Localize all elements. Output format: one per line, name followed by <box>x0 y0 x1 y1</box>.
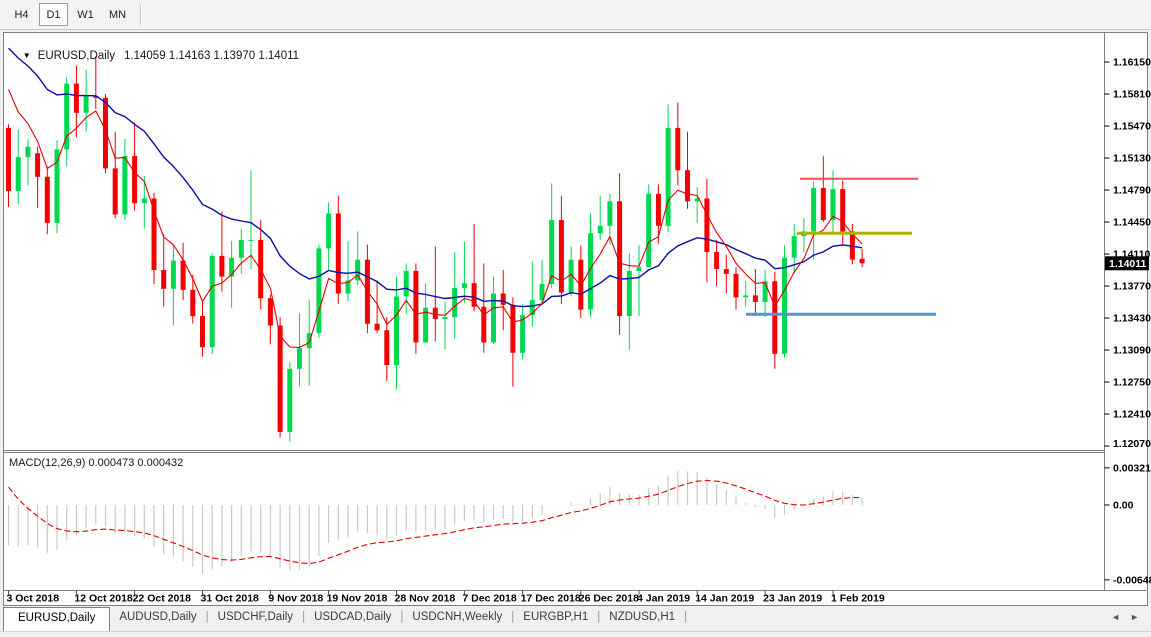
svg-text:28 Nov 2018: 28 Nov 2018 <box>395 593 456 605</box>
timeframe-toolbar: H4 D1 W1 MN <box>0 0 1151 30</box>
svg-text:1.14790: 1.14790 <box>1113 185 1151 197</box>
svg-text:31 Oct 2018: 31 Oct 2018 <box>201 593 260 605</box>
macd-axis[interactable]: 0.003216 0.00 -0.006485 <box>1104 462 1151 586</box>
svg-text:-0.006485: -0.006485 <box>1113 574 1151 586</box>
toolbar-separator <box>140 4 142 25</box>
chart-tab-eurusd-daily[interactable]: EURUSD,Daily <box>3 607 111 631</box>
macd-signal-line <box>8 479 863 565</box>
svg-text:19 Nov 2018: 19 Nov 2018 <box>327 593 388 605</box>
svg-text:1.15470: 1.15470 <box>1113 121 1151 133</box>
svg-text:1.12410: 1.12410 <box>1113 409 1151 421</box>
svg-text:3 Oct 2018: 3 Oct 2018 <box>7 593 60 605</box>
svg-text:17 Dec 2018: 17 Dec 2018 <box>521 593 581 605</box>
timeframe-button-h4[interactable]: H4 <box>14 8 29 21</box>
svg-text:26 Dec 2018: 26 Dec 2018 <box>579 593 639 605</box>
tab-scroll-left-icon[interactable]: ◄ <box>1111 612 1123 622</box>
tab-separator: | <box>400 611 404 623</box>
svg-text:9 Nov 2018: 9 Nov 2018 <box>268 593 323 605</box>
macd-histogram <box>7 471 863 574</box>
tab-separator: | <box>205 611 209 623</box>
svg-text:1.13430: 1.13430 <box>1113 313 1151 325</box>
chart-tabbar: EURUSD,Daily AUDUSD,Daily | USDCHF,Daily | US… <box>3 607 1148 631</box>
price-axis[interactable]: 1.16150 1.15810 1.15470 1.15130 1.14790 1.144… <box>1104 57 1151 451</box>
svg-text:12 Oct 2018: 12 Oct 2018 <box>74 593 133 605</box>
svg-text:1.16150: 1.16150 <box>1113 57 1151 69</box>
chart-tab-usdcnh-weekly[interactable]: USDCNH,Weekly <box>412 611 503 623</box>
tab-separator: | <box>302 611 306 623</box>
timeframe-button-w1[interactable]: W1 <box>77 8 94 21</box>
current-price-badge: 1.14011 <box>1105 256 1149 271</box>
svg-text:1.13770: 1.13770 <box>1113 281 1151 293</box>
svg-text:14 Jan 2019: 14 Jan 2019 <box>695 593 754 605</box>
svg-text:1.14450: 1.14450 <box>1113 217 1151 229</box>
svg-text:0.00: 0.00 <box>1113 500 1134 512</box>
svg-text:1.14011: 1.14011 <box>1109 258 1147 270</box>
chart-window-frame <box>3 32 1148 606</box>
tab-separator: | <box>684 611 688 623</box>
timeframe-button-d1[interactable]: D1 <box>39 3 68 26</box>
tab-scroll-arrows: ◄ ► <box>1107 612 1145 622</box>
symbol-dropdown-icon[interactable]: ▼ <box>22 51 31 60</box>
trendline-objects[interactable] <box>746 177 936 316</box>
chart-tab-eurgbp-h1[interactable]: EURGBP,H1 <box>523 611 589 623</box>
chart-tab-audusd-daily[interactable]: AUDUSD,Daily <box>119 611 197 623</box>
svg-text:4 Jan 2019: 4 Jan 2019 <box>637 593 690 605</box>
svg-text:23 Jan 2019: 23 Jan 2019 <box>763 593 822 605</box>
svg-text:7 Dec 2018: 7 Dec 2018 <box>462 593 516 605</box>
svg-text:1.12750: 1.12750 <box>1113 377 1151 389</box>
tab-separator: | <box>597 611 601 623</box>
chart-title: ▼ EURUSD,Daily 1.14059 1.14163 1.13970 1.1… <box>10 38 299 74</box>
svg-text:22 Oct 2018: 22 Oct 2018 <box>133 593 192 605</box>
tab-separator: | <box>511 611 515 623</box>
svg-text:1.13090: 1.13090 <box>1113 345 1151 357</box>
time-axis[interactable]: 3 Oct 2018 12 Oct 2018 22 Oct 2018 31 Oct 2… <box>7 590 885 605</box>
chart-tab-usdchf-daily[interactable]: USDCHF,Daily <box>217 611 294 623</box>
svg-text:0.003216: 0.003216 <box>1113 462 1151 474</box>
svg-text:1 Feb 2019: 1 Feb 2019 <box>831 593 885 605</box>
timeframe-button-mn[interactable]: MN <box>108 8 127 21</box>
chart-tab-nzdusd-h1[interactable]: NZDUSD,H1 <box>609 611 676 623</box>
tab-scroll-right-icon[interactable]: ► <box>1130 612 1141 622</box>
chart-title-symbol: EURUSD,Daily <box>37 50 116 62</box>
chart-title-ohlc: 1.14059 1.14163 1.13970 1.14011 <box>124 50 300 62</box>
chart-tab-usdcad-daily[interactable]: USDCAD,Daily <box>314 611 392 623</box>
svg-text:1.15130: 1.15130 <box>1113 153 1151 165</box>
svg-text:1.15810: 1.15810 <box>1113 89 1151 101</box>
ma-fast-line[interactable] <box>7 89 863 348</box>
ma-slow-line[interactable] <box>8 47 863 308</box>
svg-text:1.12070: 1.12070 <box>1113 438 1151 450</box>
macd-indicator-label: MACD(12,26,9) 0.000473 0.000432 <box>9 457 184 469</box>
statusbar-edge <box>0 631 1151 637</box>
